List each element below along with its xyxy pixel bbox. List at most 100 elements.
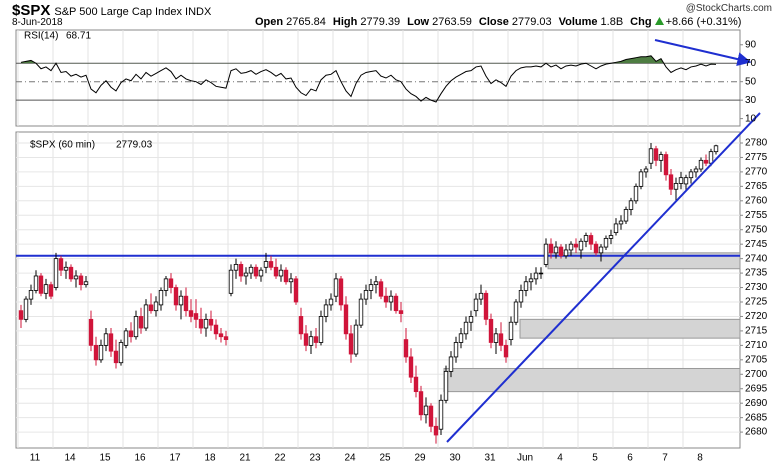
stat-value: +8.66 (+0.31%) [665, 16, 742, 28]
stat-label: Low [407, 16, 430, 28]
candle-body [408, 356, 414, 378]
stat-label: High [332, 16, 358, 28]
candle-body [128, 330, 134, 338]
candle-body [293, 278, 299, 303]
y-tick-label: 2705 [745, 354, 768, 365]
candle-body [303, 333, 309, 346]
candle-body [413, 376, 419, 393]
candle-body [503, 344, 509, 358]
candle-body [438, 399, 444, 430]
stat-label: Volume [558, 16, 598, 28]
trend-line [446, 112, 761, 443]
candle-body [358, 298, 364, 326]
candle-body [263, 261, 269, 268]
candle-body [543, 243, 549, 265]
y-tick-label: 2715 [745, 326, 768, 337]
candle-body [513, 301, 519, 323]
y-tick-label: 2755 [745, 210, 768, 221]
candle-body [108, 333, 114, 352]
candle-body [93, 344, 99, 361]
candle-body [448, 356, 454, 372]
candle-body [558, 246, 564, 257]
candle-body [698, 159, 704, 170]
candle-body [148, 304, 154, 312]
candle-body [393, 295, 399, 312]
candle-body [528, 278, 534, 283]
stat-label: Chg [630, 16, 652, 28]
candle-body [553, 246, 559, 254]
candle-body [138, 316, 144, 329]
support-zone [519, 318, 741, 339]
rsi-last: 68.71 [66, 31, 91, 42]
candle-body [198, 318, 204, 329]
candle-body [188, 310, 194, 317]
candle-body [498, 333, 504, 346]
support-zone [443, 367, 741, 393]
candle-body [418, 391, 424, 416]
y-tick-label: 2745 [745, 239, 768, 250]
candle-body [53, 258, 59, 288]
candle-body [618, 220, 624, 225]
candle-body [493, 333, 499, 343]
candle-body [603, 237, 609, 248]
candle-body [368, 284, 374, 291]
candle-body [578, 240, 584, 251]
candle-body [548, 243, 554, 254]
candle-body [688, 171, 694, 179]
price-panel [15, 131, 741, 449]
candle-body [43, 284, 49, 294]
candle-body [478, 292, 484, 300]
candle-body [208, 318, 214, 326]
candle-body [333, 278, 339, 297]
candle-body [273, 266, 279, 277]
stat-value: 2779.39 [360, 16, 401, 28]
candle-body [193, 313, 199, 320]
credit: @StockCharts.com [685, 3, 772, 14]
candle-body [403, 339, 409, 358]
candle-body [173, 287, 179, 306]
candle-body [258, 269, 264, 277]
rsi-line [20, 55, 717, 103]
y-tick-label: 2750 [745, 224, 768, 235]
candle-body [288, 278, 294, 283]
candle-body [638, 171, 644, 187]
x-tick-label: 7 [662, 453, 668, 464]
candle-body [633, 185, 639, 202]
x-tick-label: 24 [344, 453, 356, 464]
candle-body [598, 246, 604, 254]
candle-body [643, 168, 649, 173]
y-tick-label: 2690 [745, 398, 768, 409]
y-tick-label: 2695 [745, 383, 768, 394]
candle-body [398, 310, 404, 314]
candle-body [228, 269, 234, 294]
x-tick-label: 15 [99, 453, 111, 464]
candle-body [28, 290, 34, 300]
y-tick-label: 2710 [745, 340, 768, 351]
candle-body [678, 177, 684, 184]
y-tick-label: 50 [745, 76, 757, 87]
rsi-arrow [654, 39, 752, 66]
candle-body [463, 321, 469, 335]
x-tick-label: 11 [30, 453, 41, 464]
candle-body [568, 243, 574, 251]
candle-body [588, 235, 594, 245]
candle-body [48, 284, 54, 297]
candle-body [328, 298, 334, 306]
candle-body [33, 275, 39, 291]
candle-body [283, 269, 289, 283]
candle-body [158, 290, 164, 306]
stat-value: 2763.59 [432, 16, 472, 28]
candle-body [58, 258, 64, 271]
candle-body [73, 275, 79, 280]
candle-body [83, 281, 89, 286]
candle-body [18, 310, 24, 320]
date: 8-Jun-2018 [12, 17, 63, 28]
x-tick-label: 4 [557, 453, 563, 464]
candle-body [23, 298, 29, 320]
candle-body [473, 298, 479, 312]
candle-body [63, 266, 69, 271]
candle-body [318, 316, 324, 343]
x-tick-label: 8 [697, 453, 703, 464]
candle-body [383, 295, 389, 303]
y-tick-label: 2780 [745, 138, 768, 149]
